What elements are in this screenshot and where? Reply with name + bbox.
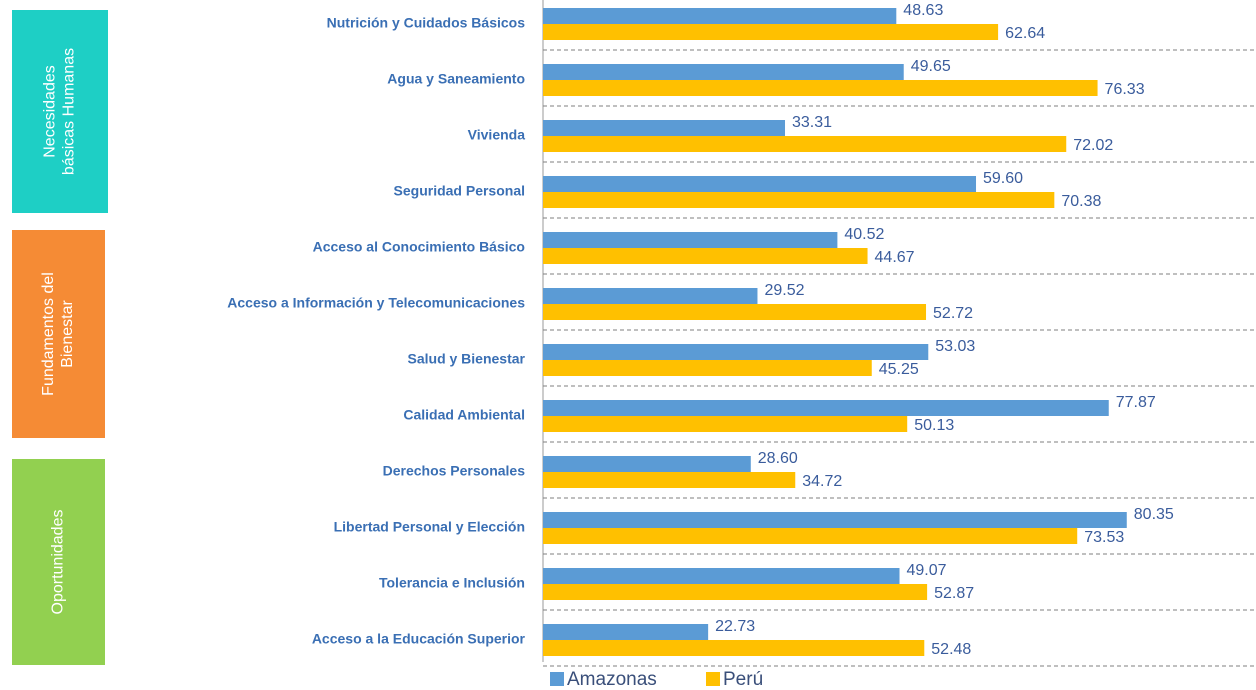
value-label: 77.87: [1116, 394, 1156, 411]
bar: [543, 344, 929, 360]
bar: [543, 64, 904, 80]
bar: [543, 416, 908, 432]
category-label: Acceso al Conocimiento Básico: [313, 239, 525, 255]
group-label-line: Fundamentos del: [40, 272, 57, 396]
category-label: Derechos Personales: [383, 463, 526, 479]
value-label: 59.60: [983, 170, 1023, 187]
category-label: Seguridad Personal: [394, 183, 525, 199]
value-label: 44.67: [875, 249, 915, 266]
group-label-line: Bienestar: [59, 300, 76, 368]
value-label: 50.13: [914, 417, 954, 434]
value-label: 28.60: [758, 450, 798, 467]
bar: [543, 528, 1078, 544]
group-label-line: Oportunidades: [50, 510, 67, 615]
value-label: 52.48: [931, 641, 971, 658]
value-label: 72.02: [1073, 137, 1113, 154]
category-label: Acceso a la Educación Superior: [312, 631, 526, 647]
bar: [543, 640, 925, 656]
group-label-line: Necesidades: [42, 65, 59, 158]
category-label: Tolerancia e Inclusión: [379, 575, 525, 591]
bar: [543, 400, 1109, 416]
legend-swatch: [706, 672, 720, 686]
category-label: Agua y Saneamiento: [387, 71, 525, 87]
bar: [543, 24, 999, 40]
bar: [543, 192, 1055, 208]
bar: [543, 456, 751, 472]
value-label: 49.65: [911, 58, 951, 75]
value-label: 80.35: [1134, 506, 1174, 523]
value-label: 34.72: [802, 473, 842, 490]
legend-label: Perú: [723, 669, 763, 690]
value-label: 70.38: [1061, 193, 1101, 210]
value-label: 49.07: [907, 562, 947, 579]
bar: [543, 80, 1098, 96]
bar: [543, 304, 927, 320]
legend-label: Amazonas: [567, 669, 657, 690]
value-label: 73.53: [1084, 529, 1124, 546]
category-label: Libertad Personal y Elección: [334, 519, 525, 535]
bar: [543, 176, 977, 192]
group-box: [12, 230, 105, 438]
category-label: Acceso a Información y Telecomunicacione…: [227, 295, 525, 311]
group-label: Necesidades básicas Humanas: [42, 48, 78, 175]
value-label: 22.73: [715, 618, 755, 635]
category-label: Vivienda: [468, 127, 526, 143]
bar: [543, 120, 786, 136]
group-label: Oportunidades: [50, 510, 67, 615]
bar: [543, 568, 900, 584]
bar: [543, 248, 868, 264]
value-label: 76.33: [1105, 81, 1145, 98]
bar: [543, 512, 1127, 528]
value-label: 45.25: [879, 361, 919, 378]
value-label: 48.63: [903, 2, 943, 19]
bar: [543, 360, 872, 376]
bar: [543, 232, 838, 248]
bar: [543, 584, 928, 600]
bar: [543, 136, 1067, 152]
bar: [543, 288, 758, 304]
bar: [543, 8, 897, 24]
group-box: [12, 459, 105, 665]
value-label: 40.52: [844, 226, 884, 243]
bar: [543, 624, 709, 640]
value-label: 52.87: [934, 585, 974, 602]
group-label-line: básicas Humanas: [61, 48, 78, 175]
value-label: 29.52: [764, 282, 804, 299]
category-label: Salud y Bienestar: [408, 351, 526, 367]
legend-swatch: [550, 672, 564, 686]
value-label: 52.72: [933, 305, 973, 322]
bar: [543, 472, 796, 488]
value-label: 53.03: [935, 338, 975, 355]
category-label: Calidad Ambiental: [403, 407, 525, 423]
value-label: 33.31: [792, 114, 832, 131]
value-label: 62.64: [1005, 25, 1045, 42]
group-box: [12, 10, 108, 213]
group-label: Fundamentos del Bienestar: [40, 272, 76, 396]
category-label: Nutrición y Cuidados Básicos: [327, 15, 526, 31]
